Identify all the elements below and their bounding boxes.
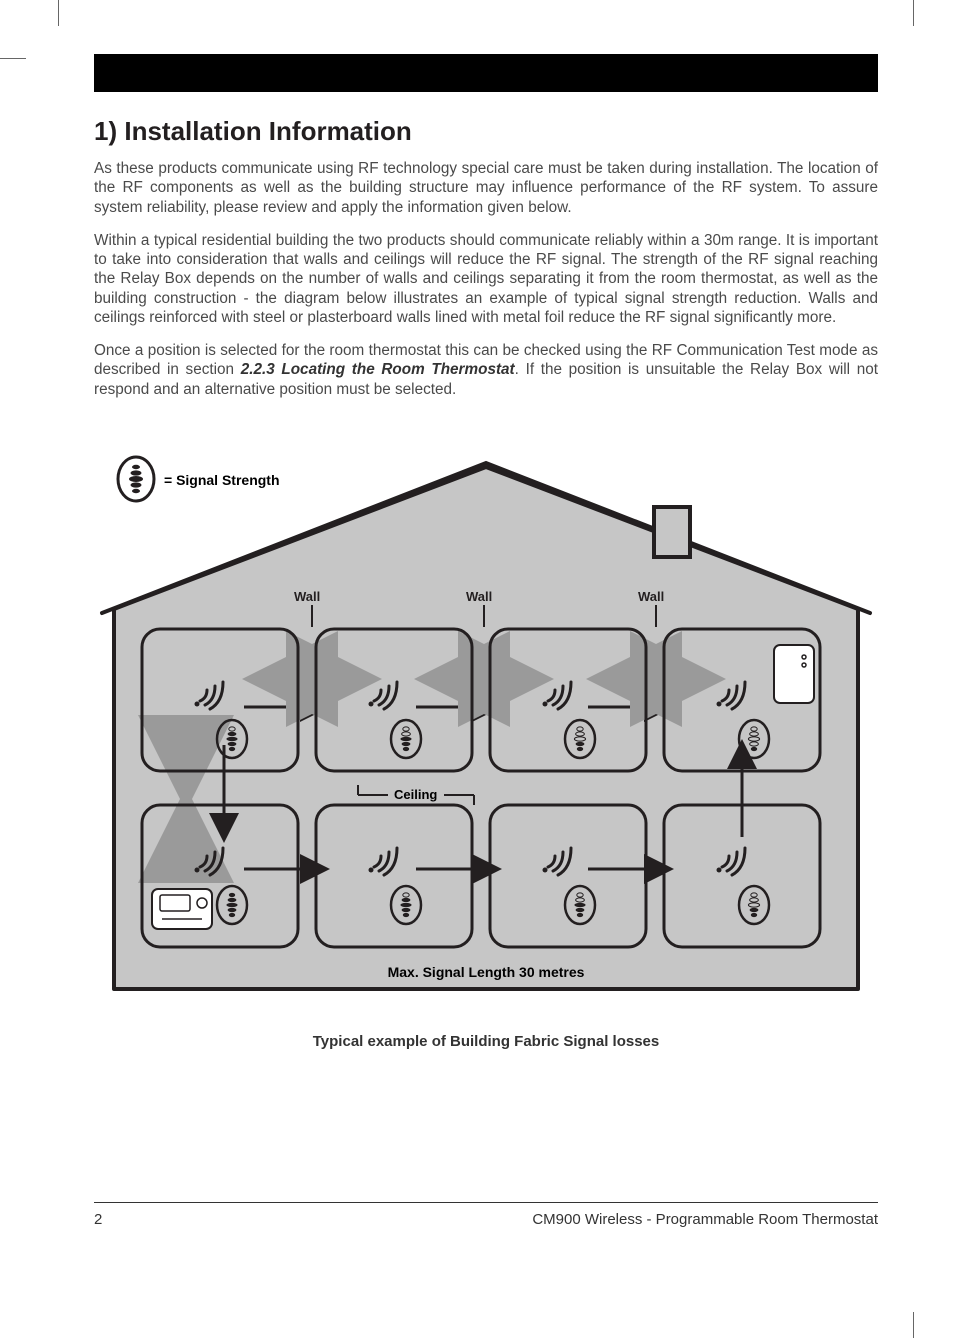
footer-rule bbox=[94, 1202, 878, 1203]
ceiling-label: Ceiling bbox=[394, 787, 437, 802]
wall-label: Wall bbox=[294, 589, 320, 604]
max-signal-label: Max. Signal Length 30 metres bbox=[388, 964, 585, 980]
crop-mark bbox=[58, 0, 59, 26]
wall-label: Wall bbox=[638, 589, 664, 604]
crop-mark bbox=[913, 0, 914, 26]
signal-diagram: = Signal Strength Wall Wall Wall Ceiling… bbox=[94, 449, 878, 1009]
header-bar bbox=[94, 54, 878, 92]
paragraph-2: Within a typical residential building th… bbox=[94, 231, 878, 327]
section-heading: 1) Installation Information bbox=[94, 116, 878, 147]
para3-bold: 2.2.3 Locating the Room Thermostat bbox=[241, 361, 515, 378]
page-footer: 2 CM900 Wireless - Programmable Room The… bbox=[94, 1202, 878, 1228]
diagram-caption: Typical example of Building Fabric Signa… bbox=[94, 1033, 878, 1050]
paragraph-1: As these products communicate using RF t… bbox=[94, 159, 878, 217]
page-number: 2 bbox=[94, 1211, 102, 1228]
crop-mark bbox=[0, 58, 26, 59]
page-content: 1) Installation Information As these pro… bbox=[94, 54, 878, 1050]
wall-label: Wall bbox=[466, 589, 492, 604]
crop-mark bbox=[913, 1312, 914, 1338]
product-name: CM900 Wireless - Programmable Room Therm… bbox=[532, 1211, 878, 1228]
legend-label: = Signal Strength bbox=[164, 472, 280, 488]
paragraph-3: Once a position is selected for the room… bbox=[94, 341, 878, 399]
